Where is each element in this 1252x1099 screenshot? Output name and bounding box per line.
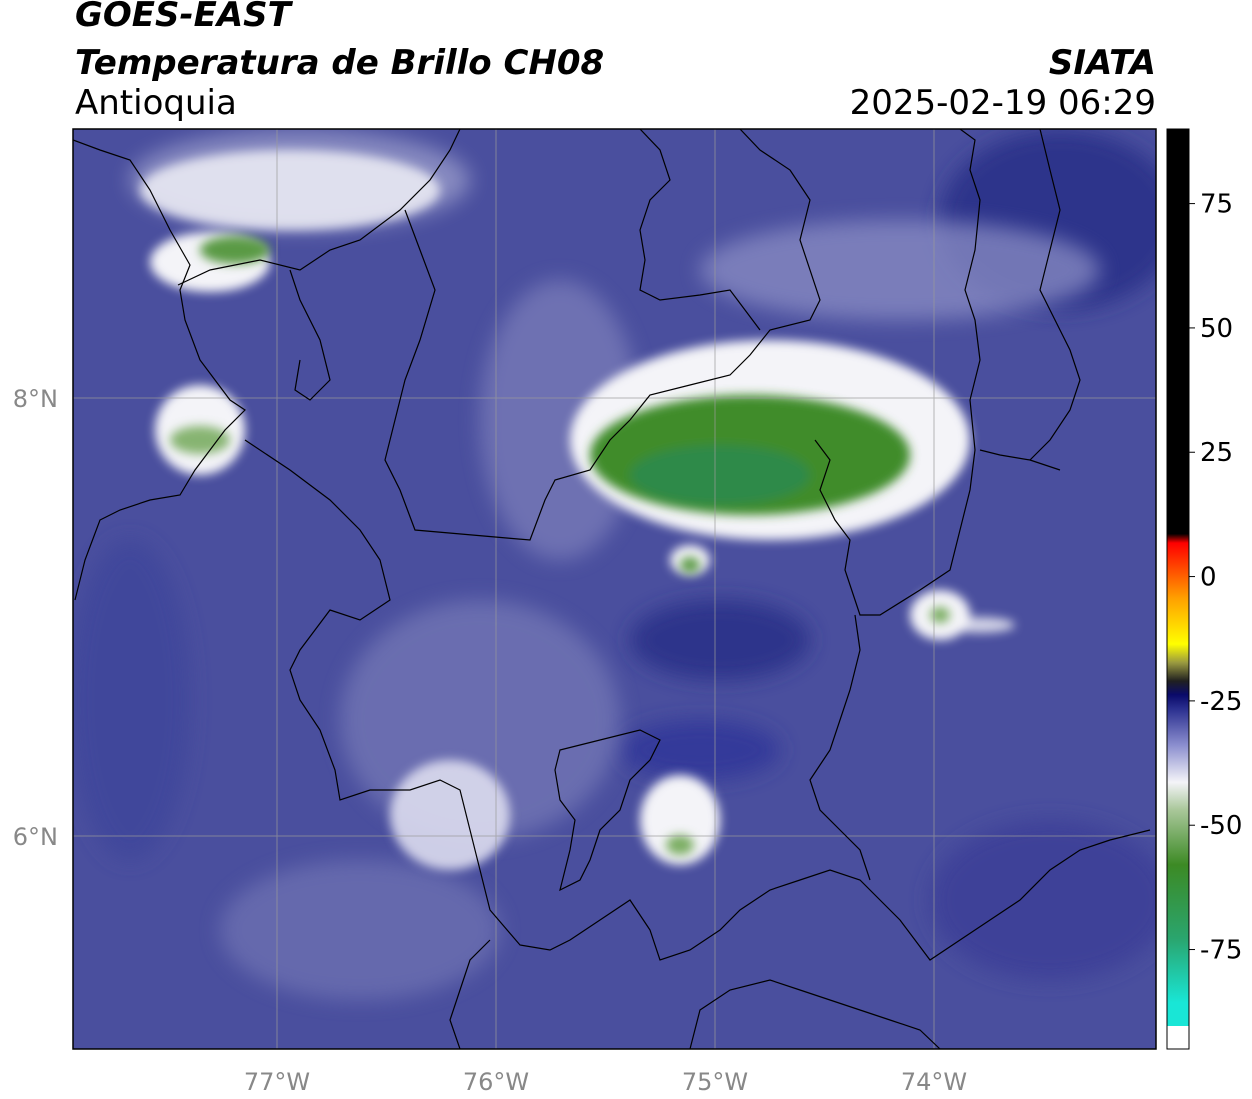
lon-tick-label: 76°W	[463, 1068, 529, 1096]
colorbar-tick-label: 25	[1200, 438, 1233, 468]
lon-tick-label: 77°W	[244, 1068, 310, 1096]
lon-tick-label: 74°W	[901, 1068, 967, 1096]
colorbar-tick-label: 75	[1200, 190, 1233, 220]
colorbar-tick-label: -50	[1200, 811, 1242, 841]
colorbar-tick-label: 0	[1200, 563, 1217, 593]
agency-label: SIATA	[1048, 43, 1156, 83]
brightness-temperature-field	[73, 129, 1156, 1049]
colorbar: 75 50 25 0 -25 -50 -75	[1166, 128, 1242, 1050]
colorbar-gradient	[1166, 128, 1190, 1050]
colorbar-tick-label: 50	[1200, 314, 1233, 344]
satellite-title: GOES-EAST	[75, 0, 291, 35]
lon-tick-label: 75°W	[682, 1068, 748, 1096]
region-label: Antioquia	[75, 83, 237, 123]
gridlines	[73, 129, 1156, 1049]
lat-tick-label: 6°N	[13, 823, 58, 851]
product-title: Temperatura de Brillo CH08	[75, 43, 605, 83]
datetime-label: 2025-02-19 06:29	[849, 83, 1156, 123]
lat-tick-label: 8°N	[13, 385, 58, 413]
borders	[73, 129, 1151, 1049]
colorbar-tick-label: -75	[1200, 936, 1242, 966]
colorbar-tick-label: -25	[1200, 687, 1242, 717]
map-frame	[72, 128, 1157, 1050]
